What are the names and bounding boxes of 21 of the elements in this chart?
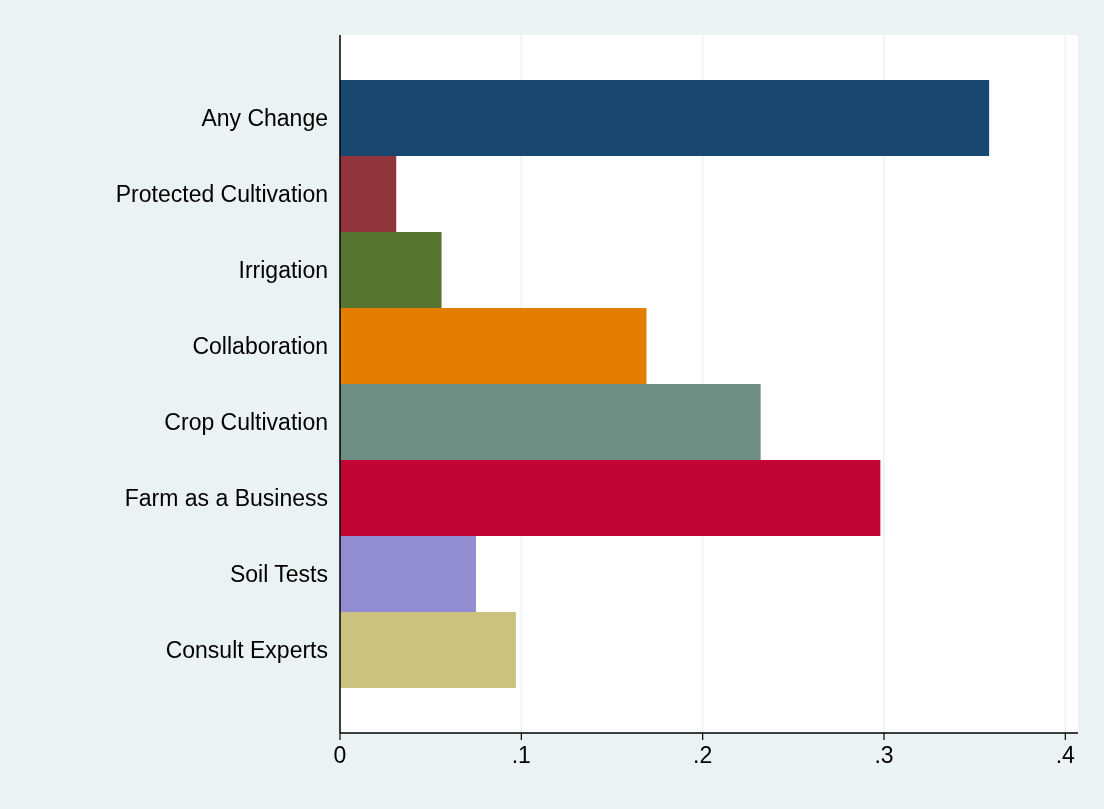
bar <box>340 232 442 308</box>
y-tick-label: Protected Cultivation <box>115 181 328 207</box>
y-tick-label: Collaboration <box>192 333 328 359</box>
bar <box>340 308 647 384</box>
x-tick-label: 0 <box>333 742 347 768</box>
bar <box>340 384 761 460</box>
bar <box>340 612 516 688</box>
y-tick-label: Farm as a Business <box>124 485 328 511</box>
y-tick-label: Soil Tests <box>229 561 328 587</box>
y-tick-label: Consult Experts <box>165 637 328 663</box>
bar <box>340 156 397 232</box>
y-tick-label: Crop Cultivation <box>164 409 328 435</box>
bar <box>340 80 990 156</box>
bar <box>340 460 881 536</box>
y-tick-label: Irrigation <box>238 257 328 283</box>
y-tick-label: Any Change <box>201 105 328 131</box>
bar <box>340 536 476 612</box>
x-tick-label: .3 <box>874 742 894 768</box>
x-tick-label: .1 <box>511 742 531 768</box>
x-tick-label: .2 <box>693 742 713 768</box>
x-tick-label: .4 <box>1055 742 1076 768</box>
